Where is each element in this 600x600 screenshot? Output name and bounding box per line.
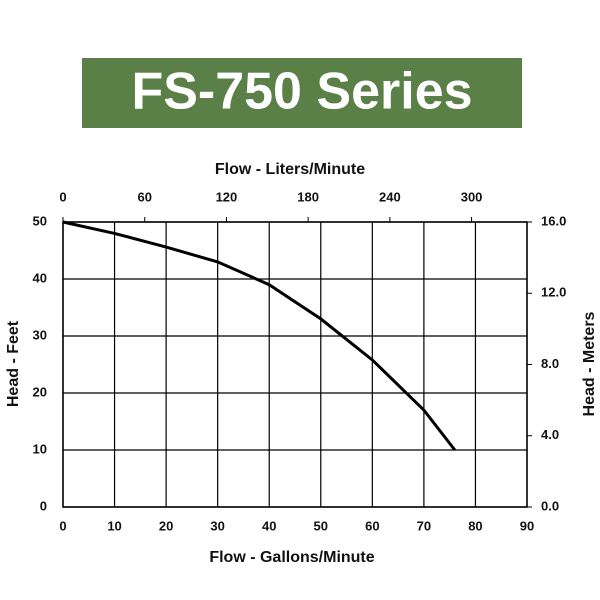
x-tick-label: 90 bbox=[520, 518, 534, 533]
x-tick-label: 70 bbox=[417, 518, 431, 533]
x-tick-label: 0 bbox=[59, 518, 66, 533]
x-tick-label: 40 bbox=[262, 518, 276, 533]
x2-tick-label: 0 bbox=[59, 189, 66, 204]
x2-tick-label: 180 bbox=[297, 189, 319, 204]
x-tick-label: 80 bbox=[468, 518, 482, 533]
x2-tick-label: 60 bbox=[137, 189, 151, 204]
x-tick-label: 60 bbox=[365, 518, 379, 533]
x2-tick-label: 300 bbox=[461, 189, 483, 204]
curve bbox=[62, 220, 457, 451]
plot-frame bbox=[62, 221, 528, 508]
x2-axis-label: Flow - Liters/Minute bbox=[215, 161, 365, 178]
y2-tick-label: 8.0 bbox=[541, 356, 559, 371]
y-tick-label: 40 bbox=[33, 270, 47, 285]
chart-title: FS-750 Series bbox=[131, 63, 472, 121]
title-banner bbox=[82, 58, 522, 128]
x-tick-label: 20 bbox=[159, 518, 173, 533]
y2-tick-label: 4.0 bbox=[541, 427, 559, 442]
x-tick-label: 10 bbox=[107, 518, 121, 533]
y-axis-label: Head - Feet bbox=[5, 320, 22, 407]
x-tick-label: 30 bbox=[210, 518, 224, 533]
y2-axis-label: Head - Meters bbox=[581, 311, 598, 416]
y2-tick-label: 12.0 bbox=[541, 285, 566, 300]
y-tick-label: 10 bbox=[33, 441, 47, 456]
y-tick-label: 20 bbox=[33, 384, 47, 399]
x-tick-label: 50 bbox=[314, 518, 328, 533]
x2-tick-label: 240 bbox=[379, 189, 401, 204]
y2-tick-label: 16.0 bbox=[541, 213, 566, 228]
x2-tick-label: 120 bbox=[216, 189, 238, 204]
x-axis-label: Flow - Gallons/Minute bbox=[209, 549, 374, 566]
y2-tick-label: 0.0 bbox=[541, 498, 559, 513]
y-tick-label: 50 bbox=[33, 213, 47, 228]
y-tick-label: 30 bbox=[33, 327, 47, 342]
y-tick-label: 0 bbox=[40, 498, 47, 513]
